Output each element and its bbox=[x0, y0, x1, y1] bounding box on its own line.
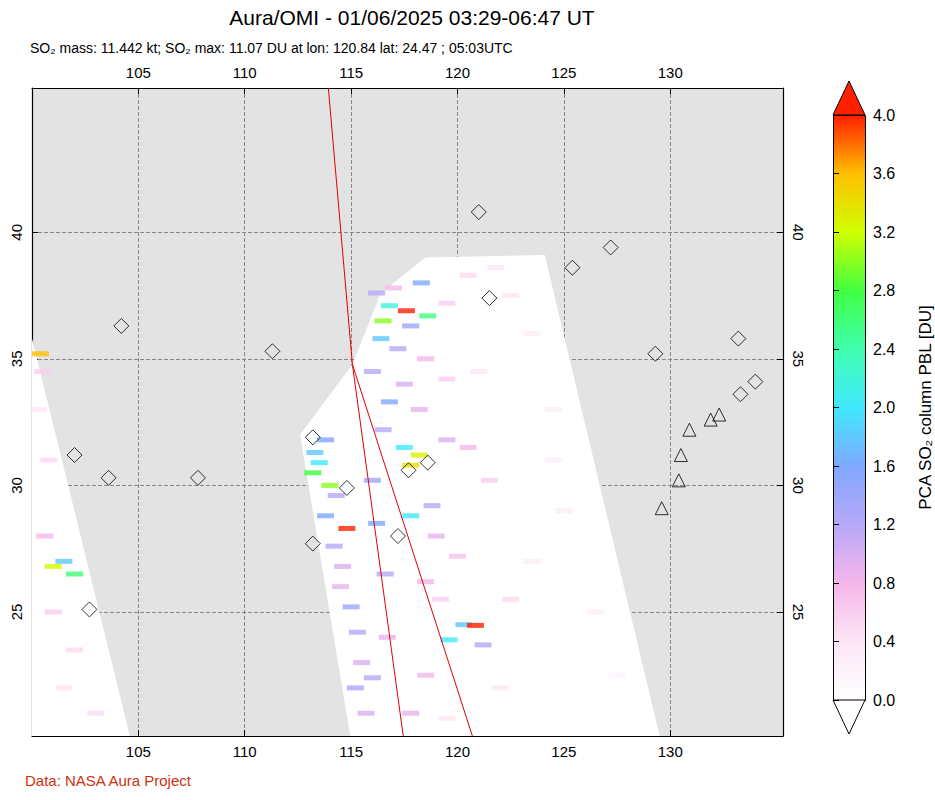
svg-text:105: 105 bbox=[126, 64, 151, 81]
svg-text:125: 125 bbox=[551, 743, 576, 760]
svg-text:120: 120 bbox=[445, 743, 470, 760]
svg-text:0.4: 0.4 bbox=[873, 633, 895, 650]
svg-text:30: 30 bbox=[8, 477, 25, 494]
svg-text:0.8: 0.8 bbox=[873, 575, 895, 592]
svg-text:25: 25 bbox=[8, 604, 25, 621]
svg-text:2.8: 2.8 bbox=[873, 282, 895, 299]
svg-text:0.0: 0.0 bbox=[873, 692, 895, 709]
svg-text:115: 115 bbox=[339, 64, 363, 81]
svg-text:30: 30 bbox=[790, 477, 807, 494]
svg-text:3.2: 3.2 bbox=[873, 224, 895, 241]
svg-text:1.2: 1.2 bbox=[873, 516, 895, 533]
svg-text:Data: NASA Aura Project: Data: NASA Aura Project bbox=[25, 772, 192, 789]
svg-text:1.6: 1.6 bbox=[873, 458, 895, 475]
svg-text:3.6: 3.6 bbox=[873, 165, 895, 182]
svg-text:105: 105 bbox=[126, 743, 151, 760]
svg-text:130: 130 bbox=[658, 64, 683, 81]
svg-text:25: 25 bbox=[790, 604, 807, 621]
svg-text:Aura/OMI - 01/06/2025 03:29-06: Aura/OMI - 01/06/2025 03:29-06:47 UT bbox=[229, 6, 595, 29]
svg-text:2.4: 2.4 bbox=[873, 341, 895, 358]
svg-text:40: 40 bbox=[8, 224, 25, 241]
svg-text:35: 35 bbox=[790, 351, 807, 368]
svg-text:35: 35 bbox=[8, 351, 25, 368]
svg-text:130: 130 bbox=[658, 743, 683, 760]
svg-text:40: 40 bbox=[790, 224, 807, 241]
svg-text:4.0: 4.0 bbox=[873, 107, 895, 124]
svg-text:125: 125 bbox=[551, 64, 576, 81]
svg-text:PCA SO₂ column PBL [DU]: PCA SO₂ column PBL [DU] bbox=[916, 305, 935, 509]
svg-text:110: 110 bbox=[233, 743, 257, 760]
svg-text:SO₂ mass: 11.442 kt; SO₂ max:: SO₂ mass: 11.442 kt; SO₂ max: 11.07 DU a… bbox=[30, 40, 513, 56]
svg-text:2.0: 2.0 bbox=[873, 399, 895, 416]
svg-text:115: 115 bbox=[339, 743, 363, 760]
svg-text:110: 110 bbox=[233, 64, 257, 81]
svg-text:120: 120 bbox=[445, 64, 470, 81]
